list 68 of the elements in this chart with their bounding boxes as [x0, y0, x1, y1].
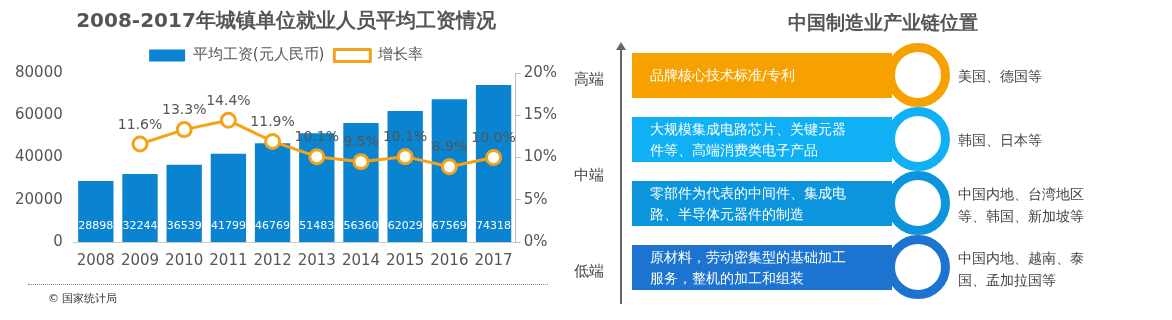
- y-tick-label: 20000: [15, 189, 63, 208]
- data-label: 51483: [299, 218, 335, 232]
- y2-tick-label: 20%: [523, 62, 557, 81]
- text: 美国、德国等: [958, 67, 1043, 86]
- point: [352, 153, 370, 171]
- text: 原材料，劳动密集型的基础加工服务，整机的加工和组装: [650, 248, 847, 288]
- x-tick-label: 2013: [297, 250, 336, 269]
- y-tick-label: 40000: [15, 147, 63, 166]
- data-label: 46769: [255, 218, 291, 232]
- data-label: 41799: [210, 218, 246, 232]
- data-label: 8.9%: [431, 138, 468, 155]
- text: 低端: [574, 262, 604, 281]
- x-tick-label: 2016: [430, 250, 469, 269]
- legend-label: 增长率: [376, 45, 423, 64]
- x-tick-label: 2017: [474, 250, 513, 269]
- y-tick-label: 60000: [15, 105, 63, 124]
- x-tick-label: 2012: [253, 250, 292, 269]
- bar: [254, 143, 291, 242]
- text: 中端: [574, 166, 604, 185]
- point: [264, 132, 282, 150]
- point: [440, 158, 458, 176]
- bar: [431, 99, 468, 242]
- data-label: 28898: [78, 218, 114, 232]
- x-tick-label: 2011: [209, 250, 248, 269]
- y2-tick-label: 0%: [523, 231, 548, 250]
- text: 大规模集成电路芯片、关键元器件等、高端消费类电子产品: [650, 120, 847, 160]
- data-label: 11.9%: [250, 113, 295, 130]
- text: 高端: [574, 70, 604, 89]
- text: 中国内地、越南、泰国、孟加拉国等: [958, 249, 1085, 290]
- data-label: 11.6%: [117, 115, 163, 132]
- data-label: 14.4%: [206, 91, 251, 108]
- data-label: 67569: [431, 218, 467, 232]
- data-label: 36539: [166, 218, 202, 232]
- data-label: 56360: [343, 218, 379, 232]
- point: [219, 111, 237, 129]
- text: © 国家统计局: [48, 291, 118, 306]
- text: 中国制造业产业链位置: [787, 10, 979, 35]
- text: 韩国、日本等: [958, 131, 1043, 150]
- x-tick-label: 2014: [341, 250, 381, 269]
- bar: [78, 180, 114, 242]
- point: [396, 148, 414, 166]
- y2-tick-label: 5%: [523, 189, 548, 208]
- bar: [166, 164, 202, 242]
- point: [131, 135, 149, 153]
- x-tick-label: 2009: [120, 250, 160, 269]
- bar: [122, 173, 158, 242]
- text: 品牌核心技术标准/专利: [650, 66, 796, 85]
- y-tick-label: 0: [53, 231, 63, 250]
- data-label: 13.3%: [161, 101, 207, 118]
- y2-tick-label: 15%: [523, 105, 557, 124]
- legend-label: 平均工资(元人民币): [192, 45, 325, 64]
- point: [485, 149, 503, 166]
- data-label: 62029: [387, 218, 423, 232]
- x-tick-label: 2015: [386, 250, 425, 269]
- y-tick-label: 80000: [15, 62, 63, 81]
- x-tick-label: 2010: [165, 250, 204, 269]
- y2-tick-label: 10%: [523, 147, 557, 166]
- text: 中国内地、台湾地区等、韩国、新加坡等: [958, 185, 1085, 226]
- data-label: 9.5%: [343, 133, 379, 150]
- bar: [343, 122, 379, 242]
- point: [308, 148, 326, 166]
- text: 零部件为代表的中间件、集成电路、半导体元器件的制造: [650, 184, 847, 224]
- x-tick-label: 2008: [76, 250, 115, 269]
- chart-title: 2008-2017年城镇单位就业人员平均工资情况: [76, 8, 497, 33]
- point: [175, 121, 193, 139]
- data-label: 32244: [122, 218, 158, 232]
- bar: [210, 153, 247, 242]
- data-label: 74318: [476, 218, 512, 232]
